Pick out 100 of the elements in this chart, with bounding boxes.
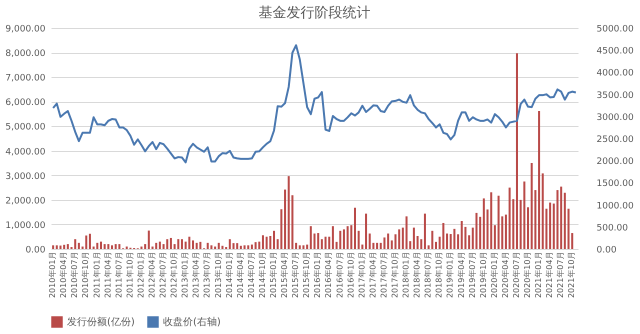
bar: [324, 236, 327, 249]
x-tick-label: 2021年01月: [534, 252, 544, 298]
y2-tick-label: 4000.00: [596, 68, 634, 79]
bar: [111, 245, 114, 249]
bar: [398, 229, 400, 249]
x-tick-label: 2014年10月: [258, 252, 267, 298]
x-tick-label: 2021年10月: [567, 252, 576, 298]
x-tick-label: 2010年10月: [81, 252, 90, 298]
y2-tick-label: 5000.00: [596, 24, 634, 34]
bar: [498, 196, 500, 249]
y-tick-label: 5,000.00: [5, 122, 46, 133]
y2-tick-label: 1500.00: [596, 179, 634, 190]
bar: [148, 230, 150, 249]
bar: [538, 111, 540, 249]
x-tick-label: 2011年10月: [125, 252, 134, 298]
bar: [262, 235, 264, 249]
bar: [180, 239, 183, 249]
x-tick-label: 2010年07月: [70, 252, 80, 298]
x-tick-label: 2012年01月: [136, 252, 146, 298]
x-tick-label: 2017年10月: [390, 252, 400, 298]
x-tick-label: 2019年04月: [456, 252, 466, 298]
bar: [549, 202, 552, 249]
bar: [100, 242, 102, 249]
y-tick-label: 8,000.00: [5, 49, 46, 60]
bar: [85, 235, 88, 249]
x-tick-label: 2010年01月: [48, 252, 58, 298]
bar: [438, 236, 441, 249]
bar: [206, 242, 209, 249]
y2-tick-label: 2000.00: [596, 157, 634, 168]
x-tick-label: 2011年01月: [92, 252, 102, 298]
bar: [266, 236, 268, 249]
bar: [298, 245, 301, 249]
bar: [166, 239, 168, 249]
y2-tick-label: 500.00: [596, 223, 628, 234]
bar: [560, 186, 562, 249]
legend-label: 收盘价(右轴): [163, 316, 221, 328]
bar: [250, 244, 253, 249]
x-tick-label: 2012年10月: [170, 252, 179, 298]
bar: [288, 176, 290, 249]
bar: [118, 244, 120, 249]
bar: [424, 214, 426, 249]
y-tick-label: 1,000.00: [5, 220, 46, 231]
bar: [317, 233, 320, 249]
x-tick-label: 2015年01月: [269, 252, 278, 298]
bar: [52, 245, 54, 249]
x-tick-label: 2020年10月: [523, 252, 532, 298]
x-tick-label: 2019年01月: [446, 252, 455, 298]
bar: [104, 244, 106, 249]
x-tick-label: 2013年01月: [180, 252, 190, 298]
y2-tick-label: 3500.00: [596, 90, 634, 101]
bar: [431, 230, 434, 249]
bar: [114, 244, 117, 249]
bar: [302, 245, 304, 249]
chart-title: 基金发行阶段统计: [258, 5, 370, 21]
bar: [155, 242, 158, 249]
bar: [188, 236, 190, 249]
bar: [254, 242, 257, 249]
y-tick-label: 7,000.00: [5, 74, 46, 84]
bar: [383, 237, 386, 249]
bar: [482, 198, 485, 249]
bar: [232, 243, 235, 249]
bar: [453, 228, 456, 249]
x-tick-label: 2015年10月: [302, 252, 312, 298]
x-tick-label: 2013年04月: [192, 252, 201, 298]
x-tick-label: 2018年10月: [434, 252, 444, 298]
bar: [516, 53, 518, 249]
x-tick-label: 2012年04月: [148, 252, 157, 298]
bar: [56, 245, 58, 249]
bar: [63, 244, 66, 249]
x-tick-label: 2020年07月: [512, 252, 521, 298]
bar: [218, 242, 220, 249]
bar: [88, 234, 91, 249]
y2-tick-label: 1000.00: [596, 201, 634, 212]
y-tick-label: 6,000.00: [5, 98, 46, 108]
x-tick-label: 2016年04月: [324, 252, 334, 298]
bar: [310, 226, 312, 249]
y2-tick-label: 0.00: [596, 246, 617, 256]
bar: [475, 212, 478, 249]
bar: [210, 245, 212, 249]
bar: [530, 163, 533, 249]
bar: [490, 192, 492, 249]
bar: [247, 245, 250, 249]
bar: [450, 234, 452, 249]
bar: [523, 181, 526, 249]
x-tick-label: 2014年04月: [236, 252, 245, 298]
x-tick-label: 2021年04月: [545, 252, 554, 298]
x-tick-label: 2014年01月: [224, 252, 234, 298]
bar: [412, 228, 415, 249]
x-tick-label: 2021年07月: [556, 252, 566, 298]
x-tick-label: 2016年01月: [313, 252, 322, 298]
bar: [221, 246, 224, 249]
y-tick-label: 2,000.00: [5, 196, 46, 206]
bar: [460, 221, 463, 249]
bar: [508, 188, 511, 249]
bar: [339, 230, 342, 249]
x-tick-label: 2013年10月: [214, 252, 223, 298]
bar: [479, 216, 482, 249]
bar: [59, 246, 62, 249]
bar: [228, 239, 231, 249]
x-tick-label: 2018年04月: [412, 252, 422, 298]
